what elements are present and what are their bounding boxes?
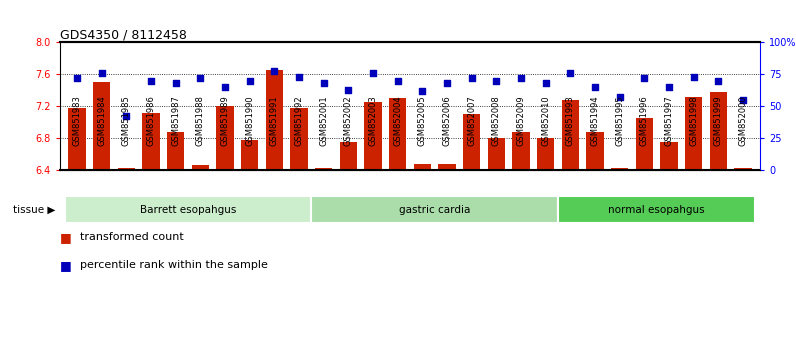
Bar bbox=[340, 142, 357, 170]
Point bbox=[687, 74, 700, 80]
Bar bbox=[709, 92, 727, 170]
Bar bbox=[463, 114, 480, 170]
Point bbox=[416, 88, 428, 94]
Bar bbox=[68, 108, 86, 170]
Bar bbox=[291, 108, 307, 170]
Point bbox=[539, 80, 552, 86]
Text: GSM852003: GSM852003 bbox=[369, 96, 377, 146]
Bar bbox=[311, 196, 558, 223]
Text: Barrett esopahgus: Barrett esopahgus bbox=[140, 205, 236, 215]
Point bbox=[120, 114, 133, 119]
Bar bbox=[414, 164, 431, 170]
Point bbox=[490, 78, 502, 84]
Point bbox=[145, 78, 158, 84]
Point bbox=[465, 75, 478, 81]
Text: GSM851986: GSM851986 bbox=[146, 96, 155, 147]
Point bbox=[342, 87, 355, 92]
Bar bbox=[241, 139, 258, 170]
Text: GSM852010: GSM852010 bbox=[541, 96, 550, 146]
Bar bbox=[192, 165, 209, 170]
Point bbox=[96, 70, 108, 76]
Point bbox=[268, 68, 281, 73]
Point bbox=[244, 78, 256, 84]
Text: GSM851990: GSM851990 bbox=[245, 96, 254, 146]
Point bbox=[293, 74, 306, 80]
Bar bbox=[537, 138, 554, 170]
Point bbox=[736, 97, 749, 103]
Text: GSM851983: GSM851983 bbox=[72, 96, 81, 147]
Point bbox=[712, 78, 724, 84]
Point bbox=[514, 75, 527, 81]
Point bbox=[194, 75, 207, 81]
Point bbox=[662, 84, 675, 90]
Point bbox=[638, 75, 650, 81]
Bar bbox=[439, 164, 455, 170]
Bar bbox=[64, 196, 311, 223]
Bar bbox=[167, 132, 184, 170]
Text: GSM851989: GSM851989 bbox=[220, 96, 229, 146]
Text: ■: ■ bbox=[60, 259, 72, 272]
Text: GSM851993: GSM851993 bbox=[566, 96, 575, 146]
Text: GSM851995: GSM851995 bbox=[615, 96, 624, 146]
Bar bbox=[315, 167, 332, 170]
Text: GSM852002: GSM852002 bbox=[344, 96, 353, 146]
Text: transformed count: transformed count bbox=[80, 232, 183, 242]
Bar bbox=[636, 118, 653, 170]
Text: GSM852005: GSM852005 bbox=[418, 96, 427, 146]
Point bbox=[564, 70, 576, 76]
Text: GSM852000: GSM852000 bbox=[739, 96, 747, 146]
Bar bbox=[488, 138, 505, 170]
Text: GSM852007: GSM852007 bbox=[467, 96, 476, 146]
Text: percentile rank within the sample: percentile rank within the sample bbox=[80, 261, 267, 270]
Text: GSM851998: GSM851998 bbox=[689, 96, 698, 146]
Bar bbox=[513, 132, 529, 170]
Point bbox=[440, 80, 453, 86]
Bar bbox=[365, 102, 381, 170]
Text: GSM851992: GSM851992 bbox=[295, 96, 303, 146]
Point bbox=[367, 70, 380, 76]
Bar bbox=[611, 167, 628, 170]
Text: GSM851985: GSM851985 bbox=[122, 96, 131, 146]
Text: GSM852008: GSM852008 bbox=[492, 96, 501, 146]
Text: GSM852001: GSM852001 bbox=[319, 96, 328, 146]
Point bbox=[170, 80, 182, 86]
Bar bbox=[217, 106, 233, 170]
Text: GSM851997: GSM851997 bbox=[665, 96, 673, 146]
Text: gastric cardia: gastric cardia bbox=[399, 205, 470, 215]
Text: GDS4350 / 8112458: GDS4350 / 8112458 bbox=[60, 28, 186, 41]
Bar bbox=[587, 132, 603, 170]
Text: GSM851991: GSM851991 bbox=[270, 96, 279, 146]
Point bbox=[392, 78, 404, 84]
Bar bbox=[93, 82, 111, 170]
Text: GSM852009: GSM852009 bbox=[517, 96, 525, 146]
Bar bbox=[562, 100, 579, 170]
Point bbox=[588, 84, 601, 90]
Text: GSM851988: GSM851988 bbox=[196, 96, 205, 147]
Text: GSM851999: GSM851999 bbox=[714, 96, 723, 146]
Text: tissue ▶: tissue ▶ bbox=[14, 205, 56, 215]
Text: ■: ■ bbox=[60, 231, 72, 244]
Bar bbox=[685, 97, 702, 170]
Bar bbox=[389, 98, 406, 170]
Text: GSM852006: GSM852006 bbox=[443, 96, 451, 146]
Bar bbox=[266, 70, 283, 170]
Text: GSM851996: GSM851996 bbox=[640, 96, 649, 146]
Bar bbox=[118, 167, 135, 170]
Text: normal esopahgus: normal esopahgus bbox=[608, 205, 705, 215]
Bar bbox=[734, 167, 751, 170]
Point bbox=[613, 95, 626, 100]
Bar bbox=[661, 142, 677, 170]
Point bbox=[318, 80, 330, 86]
Text: GSM851987: GSM851987 bbox=[171, 96, 180, 147]
Bar bbox=[142, 113, 159, 170]
Text: GSM851984: GSM851984 bbox=[97, 96, 106, 146]
Point bbox=[71, 75, 84, 81]
Point bbox=[219, 84, 232, 90]
Bar bbox=[558, 196, 755, 223]
Text: GSM852004: GSM852004 bbox=[393, 96, 402, 146]
Text: GSM851994: GSM851994 bbox=[591, 96, 599, 146]
